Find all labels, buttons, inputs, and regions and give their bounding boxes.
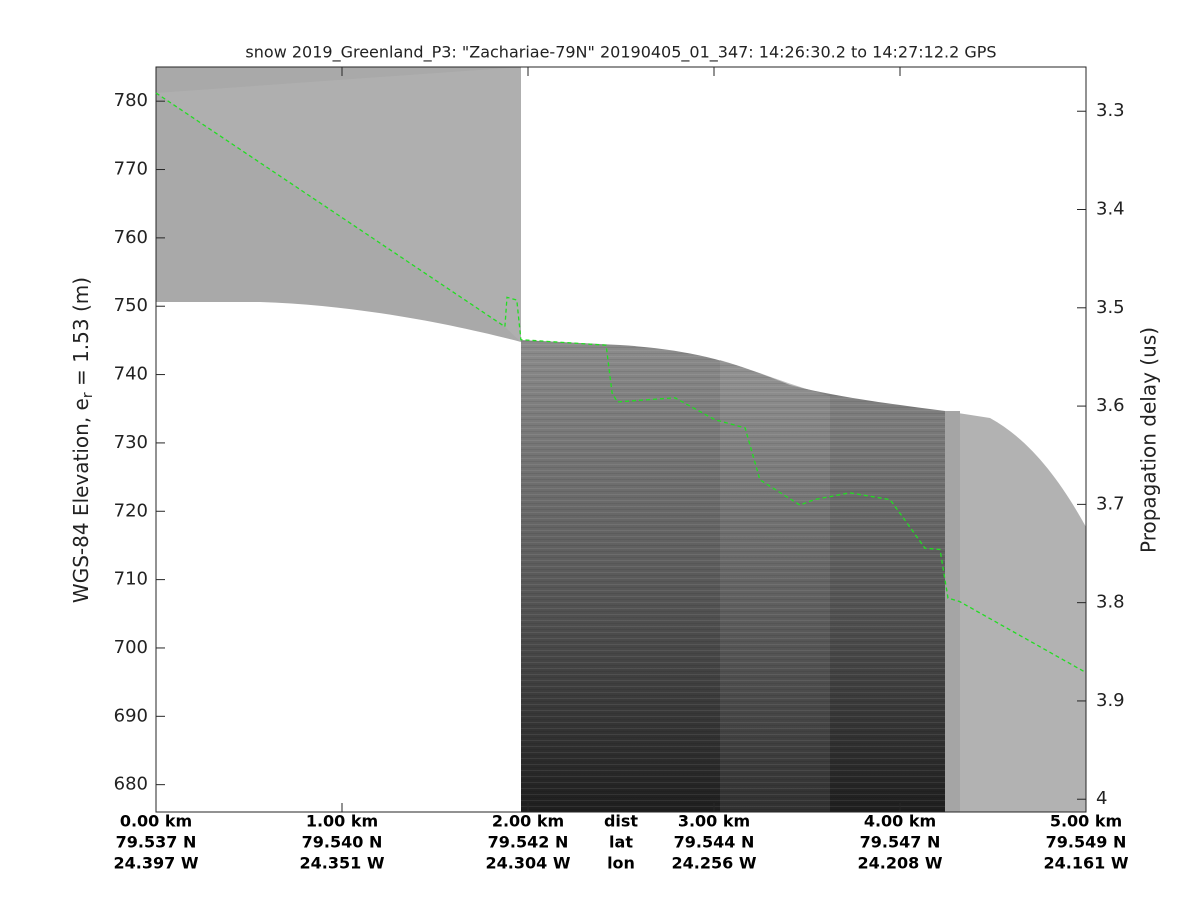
x-tick-label: 1.00 km — [306, 812, 378, 831]
y2-tick-label: 3.3 — [1096, 100, 1125, 121]
row-label: lat — [609, 833, 633, 852]
echogram — [156, 67, 1086, 812]
y-axis-label: WGS-84 Elevation, er = 1.53 (m) — [69, 277, 97, 603]
y2-tick-label: 3.8 — [1096, 592, 1125, 613]
x-tick-lon: 24.351 W — [300, 854, 385, 873]
y-tick-label: 770 — [114, 159, 148, 180]
x-tick-lon: 24.161 W — [1044, 854, 1129, 873]
y2-axis-label: Propagation delay (us) — [1137, 327, 1161, 553]
y2-tick-label: 3.9 — [1096, 690, 1125, 711]
row-label: lon — [607, 854, 635, 873]
y-tick-label: 760 — [114, 227, 148, 248]
x-tick-lat: 79.540 N — [302, 833, 383, 852]
x-tick-lat: 79.542 N — [488, 833, 569, 852]
x-tick-lon: 24.304 W — [486, 854, 571, 873]
x-tick-label: 4.00 km — [864, 812, 936, 831]
x-tick-lat: 79.537 N — [116, 833, 197, 852]
y2-tick-label: 3.7 — [1096, 493, 1125, 514]
y-tick-label: 710 — [114, 569, 148, 590]
x-tick-lat: 79.549 N — [1046, 833, 1127, 852]
x-tick-lon: 24.208 W — [858, 854, 943, 873]
x-tick-lon: 24.256 W — [672, 854, 757, 873]
x-tick-label: 0.00 km — [120, 812, 192, 831]
x-tick-label: 2.00 km — [492, 812, 564, 831]
x-tick-lat: 79.547 N — [860, 833, 941, 852]
plot-frame — [155, 66, 1087, 813]
y-tick-label: 680 — [114, 774, 148, 795]
y-tick-label: 780 — [114, 90, 148, 111]
y-tick-label: 700 — [114, 637, 148, 658]
y-label-part: WGS-84 Elevation, e — [69, 398, 93, 603]
y-tick-label: 720 — [114, 500, 148, 521]
y-tick-label: 730 — [114, 432, 148, 453]
row-label: dist — [604, 812, 638, 831]
chart-title: snow 2019_Greenland_P3: "Zachariae-79N" … — [245, 43, 996, 63]
y-label-part: = 1.53 (m) — [69, 277, 93, 392]
x-tick-lat: 79.544 N — [674, 833, 755, 852]
y-label-subscript: r — [80, 392, 96, 398]
layer-line — [155, 92, 1087, 674]
y-tick-label: 750 — [114, 295, 148, 316]
x-tick-label: 3.00 km — [678, 812, 750, 831]
x-tick-label: 5.00 km — [1050, 812, 1122, 831]
x-tick-lon: 24.397 W — [114, 854, 199, 873]
y-tick-label: 690 — [114, 705, 148, 726]
y2-tick-label: 3.5 — [1096, 297, 1125, 318]
y-tick-label: 740 — [114, 364, 148, 385]
y2-tick-label: 3.4 — [1096, 199, 1125, 220]
y2-tick-label: 3.6 — [1096, 395, 1125, 416]
y2-tick-label: 4 — [1096, 788, 1107, 809]
